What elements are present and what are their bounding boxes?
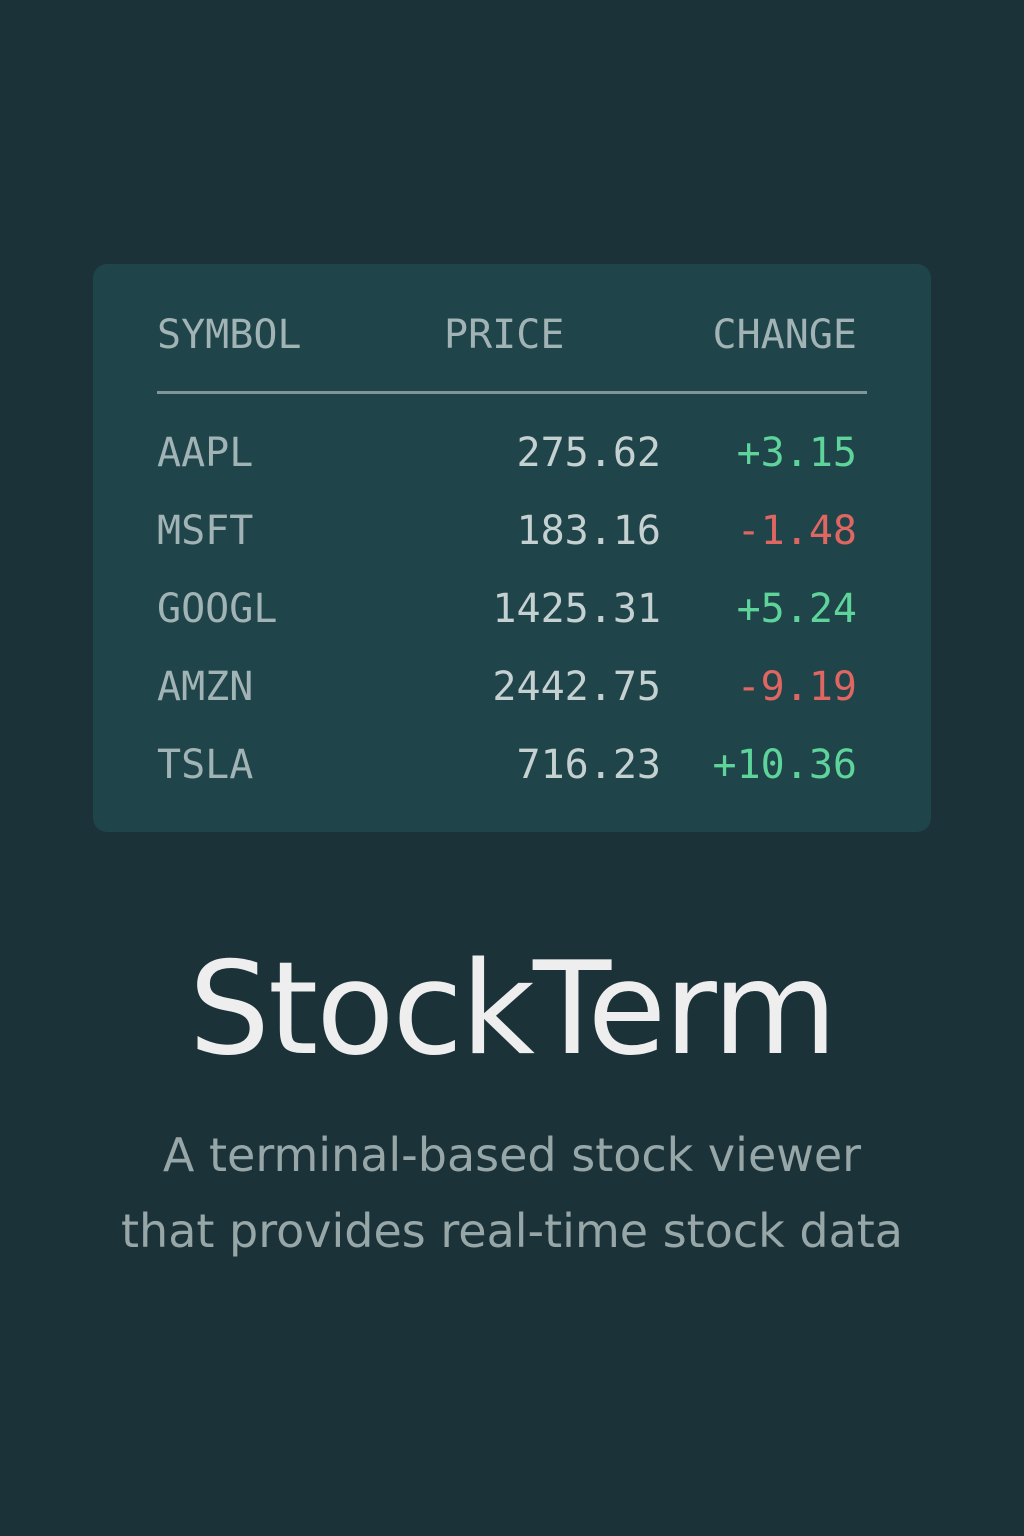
symbol-cell: AMZN [157, 664, 254, 710]
stock-table-panel: SYMBOL PRICE CHANGE AAPL 275.62 +3.15 MSFT 183.… [93, 264, 931, 832]
price-cell: 1425.31 [492, 586, 661, 632]
header-divider [157, 391, 867, 394]
change-cell: +5.24 [736, 586, 857, 632]
price-cell: 183.16 [516, 508, 662, 554]
subtitle-line-2: that provides real-time stock data [121, 1204, 903, 1258]
symbol-cell: TSLA [157, 742, 254, 788]
table-row: AAPL 275.62 +3.15 [157, 423, 867, 483]
app-subtitle: A terminal-based stock viewer that provi… [0, 1117, 1024, 1269]
price-cell: 716.23 [516, 742, 662, 788]
subtitle-line-1: A terminal-based stock viewer [162, 1128, 862, 1182]
change-cell: -9.19 [736, 664, 857, 710]
table-row: MSFT 183.16 -1.48 [157, 501, 867, 561]
change-cell: +10.36 [712, 742, 858, 788]
table-row: GOOGL 1425.31 +5.24 [157, 579, 867, 639]
price-cell: 275.62 [516, 430, 662, 476]
header-price: PRICE [444, 312, 565, 358]
app-title: StockTerm [188, 935, 838, 1084]
price-cell: 2442.75 [492, 664, 661, 710]
header-symbol: SYMBOL [157, 312, 302, 358]
change-cell: +3.15 [736, 430, 857, 476]
change-cell: -1.48 [736, 508, 857, 554]
symbol-cell: MSFT [157, 508, 254, 554]
table-header-row: SYMBOL PRICE CHANGE [157, 305, 867, 365]
symbol-cell: AAPL [157, 430, 254, 476]
header-change: CHANGE [712, 312, 858, 358]
table-row: AMZN 2442.75 -9.19 [157, 657, 867, 717]
symbol-cell: GOOGL [157, 586, 278, 632]
table-row: TSLA 716.23 +10.36 [157, 735, 867, 795]
